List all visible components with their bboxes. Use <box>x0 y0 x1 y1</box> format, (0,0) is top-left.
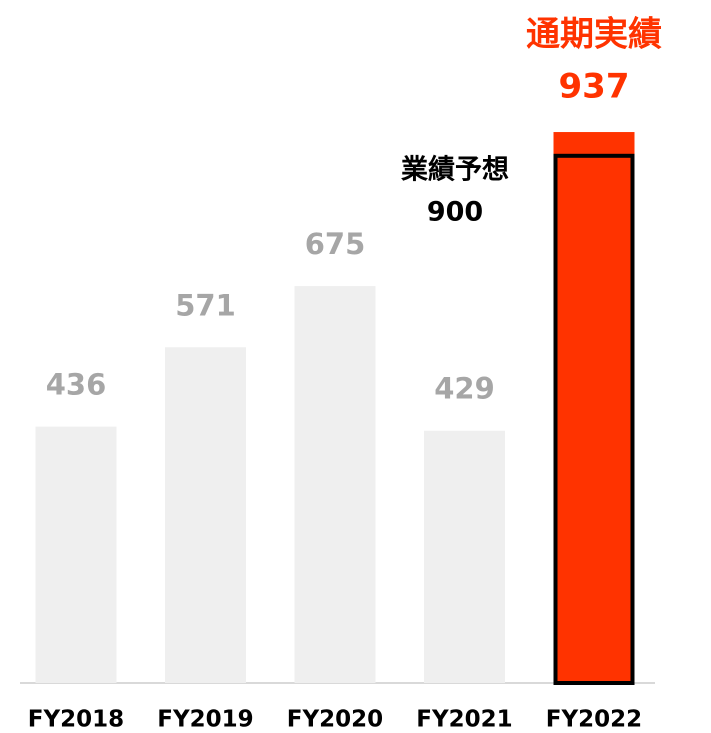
bar <box>165 347 246 683</box>
bar <box>424 430 505 683</box>
forecast-annotation: 業績予想 <box>401 153 509 185</box>
annotation: 通期実績 <box>526 15 662 55</box>
bar <box>35 426 117 683</box>
x-tick-label: FY2018 <box>28 707 124 733</box>
bar <box>553 132 635 683</box>
x-tick-label: FY2022 <box>546 707 642 733</box>
x-tick-label: FY2020 <box>287 707 383 733</box>
x-tick-label: FY2021 <box>416 707 512 733</box>
x-tick-label: FY2019 <box>157 707 253 733</box>
value-label: 675 <box>305 227 366 261</box>
forecast-box <box>553 153 635 686</box>
value-label: 436 <box>46 368 107 402</box>
value-label: 937 <box>559 67 630 107</box>
value-label: 429 <box>434 372 495 406</box>
forecast-value-label: 900 <box>427 196 483 227</box>
value-label: 571 <box>175 288 236 322</box>
bar <box>294 286 376 683</box>
